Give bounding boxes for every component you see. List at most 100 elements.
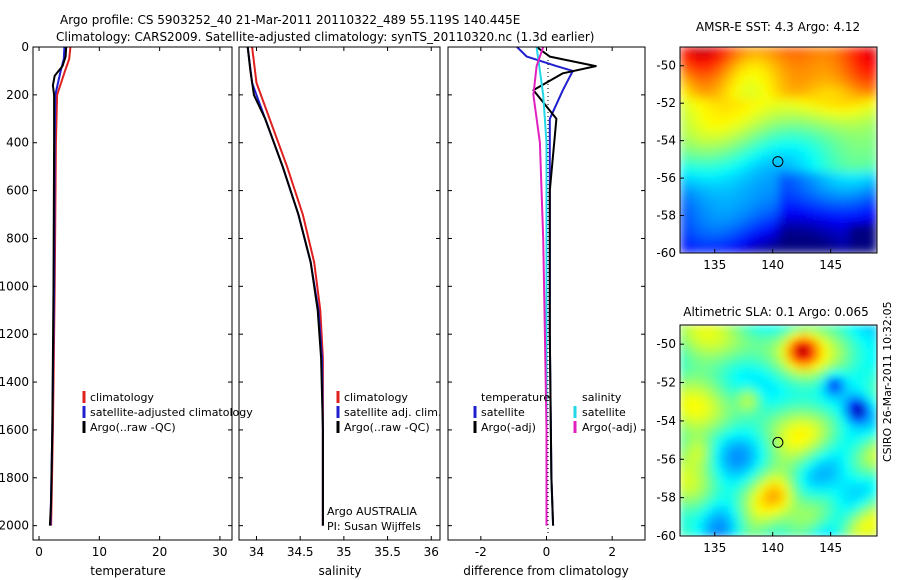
sst_map-cell bbox=[834, 245, 843, 253]
sla_map-cell bbox=[743, 347, 751, 356]
sst_map-cell bbox=[778, 113, 787, 122]
sla_map-cell bbox=[799, 385, 808, 394]
sla_map-cell bbox=[813, 513, 822, 522]
sst_map-cell bbox=[764, 120, 773, 129]
sla_map-cell bbox=[792, 385, 801, 394]
sla_map-xtick-label: 140 bbox=[761, 541, 784, 555]
sst_map-cell bbox=[715, 150, 723, 158]
sst_map-cell bbox=[855, 186, 864, 195]
sla_map-cell bbox=[764, 340, 773, 349]
sla_map-cell bbox=[750, 392, 758, 401]
sst_map-cell bbox=[806, 69, 815, 78]
sst_map-cell bbox=[792, 142, 801, 151]
sla_map-cell bbox=[785, 460, 794, 469]
legend-label-sal-argo: Argo(-adj) bbox=[582, 421, 637, 434]
sla_map-cell bbox=[848, 453, 857, 462]
sla_map-cell bbox=[827, 520, 836, 530]
sst_map-cell bbox=[869, 164, 877, 173]
sst_map-cell bbox=[743, 61, 751, 70]
sla_map-cell bbox=[764, 422, 773, 432]
sst_map-cell bbox=[827, 83, 836, 92]
sst_map-cell bbox=[841, 83, 850, 92]
sla_map-cell bbox=[841, 332, 850, 341]
sla_map-cell bbox=[792, 520, 801, 530]
sla_map-cell bbox=[715, 355, 723, 364]
sla_map-cell bbox=[750, 475, 758, 484]
sst_map-cell bbox=[820, 164, 829, 173]
sla_map-cell bbox=[715, 332, 723, 341]
sla_map-cell bbox=[757, 400, 766, 409]
sst_map-cell bbox=[687, 216, 695, 225]
sla_map-cell bbox=[722, 355, 730, 364]
sla_map-cell bbox=[729, 407, 737, 417]
sla_map-cell bbox=[771, 385, 780, 394]
sst_map-cell bbox=[680, 194, 688, 203]
sla_map-cell bbox=[855, 332, 864, 341]
sst_map-cell bbox=[722, 69, 730, 78]
sst_map-cell bbox=[715, 120, 723, 129]
sla_map-cell bbox=[708, 453, 716, 462]
sla_map-cell bbox=[736, 505, 744, 514]
sla_map-cell bbox=[771, 438, 780, 447]
sla_map-cell bbox=[722, 325, 730, 334]
sst_map-cell bbox=[701, 223, 709, 232]
sst_map-cell bbox=[736, 135, 744, 144]
sst_map-cell bbox=[694, 98, 702, 107]
sla_map-cell bbox=[687, 505, 695, 514]
sla_map-cell bbox=[701, 370, 709, 379]
sst_map-cell bbox=[848, 172, 857, 181]
sla_map-cell bbox=[715, 377, 723, 386]
sla_map-cell bbox=[701, 475, 709, 484]
sla_map-cell bbox=[722, 445, 730, 454]
sst_map-cell bbox=[750, 135, 758, 144]
sst_map-cell bbox=[827, 201, 836, 210]
sst_map-cell bbox=[680, 216, 688, 225]
sla_map-cell bbox=[799, 505, 808, 514]
sst_map-ytick-label: -52 bbox=[656, 96, 676, 110]
sst_map-cell bbox=[708, 245, 716, 253]
sla_map-cell bbox=[820, 483, 829, 492]
sla_map-cell bbox=[792, 347, 801, 356]
sla_map-cell bbox=[862, 385, 871, 394]
sst_map-cell bbox=[729, 230, 737, 239]
sst_map-cell bbox=[841, 179, 850, 188]
sst_map-cell bbox=[848, 179, 857, 188]
sla_map-cell bbox=[680, 355, 688, 364]
sla_map-cell bbox=[841, 370, 850, 379]
sst_map-cell bbox=[771, 194, 780, 203]
sla_map-cell bbox=[827, 430, 836, 439]
sla_map-cell bbox=[834, 400, 843, 409]
sst_map-cell bbox=[708, 135, 716, 144]
sla_map-cell bbox=[862, 347, 871, 356]
sla_map-cell bbox=[813, 332, 822, 341]
sst_map-cell bbox=[813, 216, 822, 225]
sst_map-cell bbox=[750, 76, 758, 85]
sla_map-cell bbox=[792, 430, 801, 439]
sst_map-cell bbox=[855, 238, 864, 247]
sst_map-cell bbox=[820, 157, 829, 166]
sst_map-cell bbox=[687, 91, 695, 100]
sla_map-cell bbox=[862, 400, 871, 409]
sst_map-cell bbox=[820, 186, 829, 195]
sst_map-cell bbox=[708, 208, 716, 217]
sst_map-cell bbox=[848, 83, 857, 92]
sla_map-cell bbox=[715, 445, 723, 454]
sst_map-cell bbox=[792, 120, 801, 129]
sla_map-cell bbox=[750, 377, 758, 386]
sst_map-cell bbox=[778, 245, 787, 253]
sla_map-cell bbox=[806, 422, 815, 432]
sst_map-cell bbox=[701, 216, 709, 225]
sst_map-cell bbox=[792, 54, 801, 63]
sst_map-cell bbox=[869, 69, 877, 78]
sst_map-cell bbox=[778, 47, 787, 55]
sla_map-cell bbox=[855, 422, 864, 432]
sla_map-cell bbox=[764, 385, 773, 394]
sst_map-cell bbox=[722, 76, 730, 85]
sla_map-cell bbox=[757, 445, 766, 454]
sst_map-cell bbox=[806, 127, 815, 136]
sst_map-cell bbox=[736, 91, 744, 100]
sla_map-cell bbox=[736, 347, 744, 356]
sst_map-cell bbox=[750, 113, 758, 122]
sla_map-cell bbox=[855, 483, 864, 492]
sst_map-cell bbox=[813, 113, 822, 122]
